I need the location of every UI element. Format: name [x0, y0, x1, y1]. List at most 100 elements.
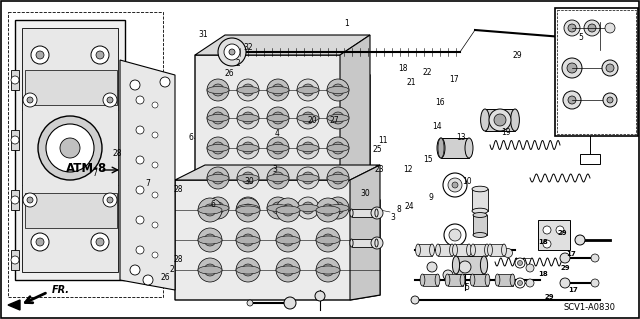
Circle shape	[526, 264, 534, 272]
Circle shape	[229, 49, 235, 55]
Circle shape	[332, 84, 344, 96]
Text: 1: 1	[344, 19, 349, 28]
Circle shape	[130, 80, 140, 90]
Circle shape	[543, 240, 551, 248]
Circle shape	[27, 197, 33, 203]
Circle shape	[605, 23, 615, 33]
Ellipse shape	[481, 109, 490, 131]
Circle shape	[207, 79, 229, 101]
Circle shape	[302, 202, 314, 214]
Circle shape	[11, 256, 19, 264]
Bar	[497, 274, 513, 286]
Text: 27: 27	[330, 116, 340, 125]
Circle shape	[136, 216, 144, 224]
Ellipse shape	[267, 86, 289, 93]
Circle shape	[267, 137, 289, 159]
Circle shape	[518, 280, 522, 286]
Circle shape	[224, 44, 240, 60]
Text: 30: 30	[360, 189, 370, 197]
Circle shape	[11, 136, 19, 144]
Circle shape	[60, 138, 80, 158]
Ellipse shape	[316, 266, 340, 274]
Circle shape	[242, 264, 254, 276]
Circle shape	[237, 79, 259, 101]
Circle shape	[31, 46, 49, 64]
Circle shape	[316, 198, 340, 222]
Ellipse shape	[198, 206, 222, 214]
Ellipse shape	[276, 206, 300, 214]
Bar	[485, 109, 515, 131]
Circle shape	[36, 51, 44, 59]
Text: 26: 26	[160, 273, 170, 282]
Circle shape	[603, 93, 617, 107]
Text: 23: 23	[374, 165, 385, 174]
Circle shape	[242, 204, 254, 216]
Ellipse shape	[267, 145, 289, 152]
Text: 20: 20	[307, 116, 317, 125]
Bar	[473, 244, 487, 256]
Circle shape	[282, 204, 294, 216]
Circle shape	[560, 253, 570, 263]
Ellipse shape	[473, 233, 487, 237]
Circle shape	[207, 197, 229, 219]
Circle shape	[584, 20, 600, 36]
Text: FR.: FR.	[52, 285, 70, 295]
Ellipse shape	[316, 236, 340, 244]
Ellipse shape	[327, 204, 349, 211]
Circle shape	[327, 137, 349, 159]
Text: 28: 28	[173, 186, 183, 195]
Circle shape	[443, 173, 467, 197]
Ellipse shape	[207, 145, 229, 152]
Circle shape	[327, 197, 349, 219]
Circle shape	[212, 84, 224, 96]
Circle shape	[242, 234, 254, 246]
Circle shape	[242, 202, 254, 214]
Circle shape	[297, 197, 319, 219]
Circle shape	[588, 24, 596, 32]
Circle shape	[107, 97, 113, 103]
Ellipse shape	[415, 244, 420, 256]
Circle shape	[91, 46, 109, 64]
Text: 6: 6	[188, 133, 193, 143]
Ellipse shape	[473, 212, 487, 218]
Circle shape	[443, 270, 453, 280]
Circle shape	[212, 142, 224, 154]
Ellipse shape	[510, 274, 515, 286]
Circle shape	[568, 24, 576, 32]
Circle shape	[332, 202, 344, 214]
Ellipse shape	[207, 204, 229, 211]
Circle shape	[606, 64, 614, 72]
Circle shape	[242, 112, 254, 124]
Circle shape	[327, 79, 349, 101]
Circle shape	[23, 93, 37, 107]
Circle shape	[27, 97, 33, 103]
Circle shape	[236, 198, 260, 222]
Circle shape	[242, 84, 254, 96]
Circle shape	[198, 258, 222, 282]
Bar	[418, 244, 432, 256]
Circle shape	[46, 124, 94, 172]
Polygon shape	[175, 165, 380, 180]
Circle shape	[212, 172, 224, 184]
Text: 12: 12	[404, 165, 413, 174]
Bar	[422, 274, 438, 286]
Ellipse shape	[237, 86, 259, 93]
Polygon shape	[195, 55, 370, 225]
Circle shape	[327, 167, 349, 189]
Ellipse shape	[267, 115, 289, 122]
Ellipse shape	[445, 274, 450, 286]
Circle shape	[427, 262, 437, 272]
Text: 8: 8	[396, 205, 401, 214]
Circle shape	[152, 162, 158, 168]
Ellipse shape	[327, 145, 349, 152]
Circle shape	[411, 296, 419, 304]
Text: 17: 17	[568, 287, 578, 293]
Text: 6: 6	[211, 200, 216, 209]
Ellipse shape	[484, 244, 490, 256]
Circle shape	[297, 167, 319, 189]
Ellipse shape	[207, 174, 229, 182]
Polygon shape	[350, 165, 380, 300]
Text: 28: 28	[113, 149, 122, 158]
Text: 29: 29	[512, 51, 522, 60]
Text: 9: 9	[428, 193, 433, 202]
